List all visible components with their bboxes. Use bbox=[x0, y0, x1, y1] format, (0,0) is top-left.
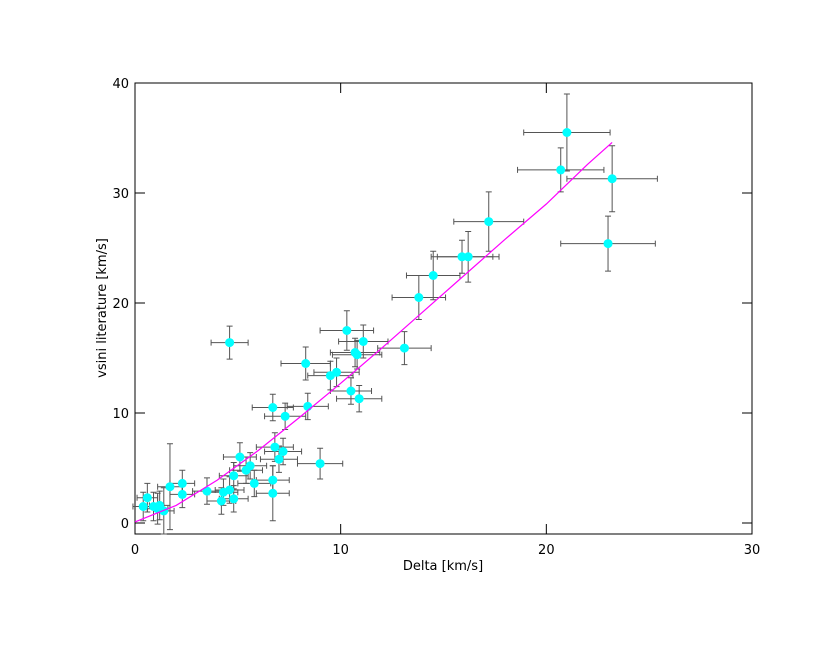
data-point bbox=[241, 465, 251, 475]
data-point bbox=[352, 350, 362, 360]
data-point bbox=[177, 478, 187, 488]
data-point bbox=[270, 442, 280, 452]
data-point bbox=[315, 459, 325, 469]
data-point bbox=[562, 128, 572, 137]
data-point bbox=[428, 271, 438, 280]
data-point bbox=[229, 471, 239, 481]
data-point bbox=[202, 486, 212, 496]
data-point bbox=[268, 475, 278, 485]
data-point bbox=[280, 411, 290, 421]
data-point bbox=[607, 174, 617, 184]
x-tick-label: 10 bbox=[332, 543, 349, 558]
x-tick-label: 0 bbox=[131, 543, 139, 558]
data-point bbox=[399, 343, 409, 353]
data-point bbox=[216, 496, 226, 506]
data-point bbox=[268, 488, 278, 498]
x-tick-label: 20 bbox=[538, 543, 555, 558]
data-point bbox=[603, 239, 613, 249]
y-tick-label: 10 bbox=[112, 407, 129, 422]
data-point bbox=[235, 452, 245, 462]
y-axis-label: vsini literature [km/s] bbox=[95, 238, 110, 378]
data-point bbox=[142, 493, 152, 503]
data-point bbox=[457, 252, 467, 262]
data-point bbox=[556, 165, 566, 175]
data-point bbox=[325, 371, 335, 381]
data-point bbox=[278, 447, 288, 456]
data-point bbox=[225, 338, 235, 348]
x-axis-label: Delta [km/s] bbox=[403, 559, 483, 574]
data-point bbox=[165, 482, 175, 492]
data-point bbox=[414, 293, 424, 302]
plot-frame bbox=[134, 82, 753, 535]
data-point bbox=[358, 337, 368, 346]
data-point bbox=[342, 326, 352, 335]
data-point bbox=[153, 504, 163, 514]
data-point bbox=[354, 394, 364, 404]
data-point bbox=[301, 359, 311, 368]
data-point bbox=[303, 401, 313, 411]
y-tick-label: 20 bbox=[112, 297, 129, 312]
data-point bbox=[274, 454, 284, 464]
data-point bbox=[229, 494, 239, 504]
data-point bbox=[268, 403, 278, 412]
x-tick-label: 30 bbox=[744, 543, 761, 558]
data-point bbox=[249, 478, 259, 488]
y-tick-label: 0 bbox=[121, 517, 129, 532]
data-point bbox=[463, 252, 473, 262]
y-tick-label: 30 bbox=[112, 187, 129, 202]
data-point bbox=[177, 489, 187, 499]
y-tick-label: 40 bbox=[112, 77, 129, 92]
data-point bbox=[484, 217, 494, 227]
data-point bbox=[138, 502, 148, 511]
fit-line bbox=[134, 141, 613, 523]
data-point bbox=[346, 386, 356, 396]
data-point bbox=[225, 485, 235, 495]
